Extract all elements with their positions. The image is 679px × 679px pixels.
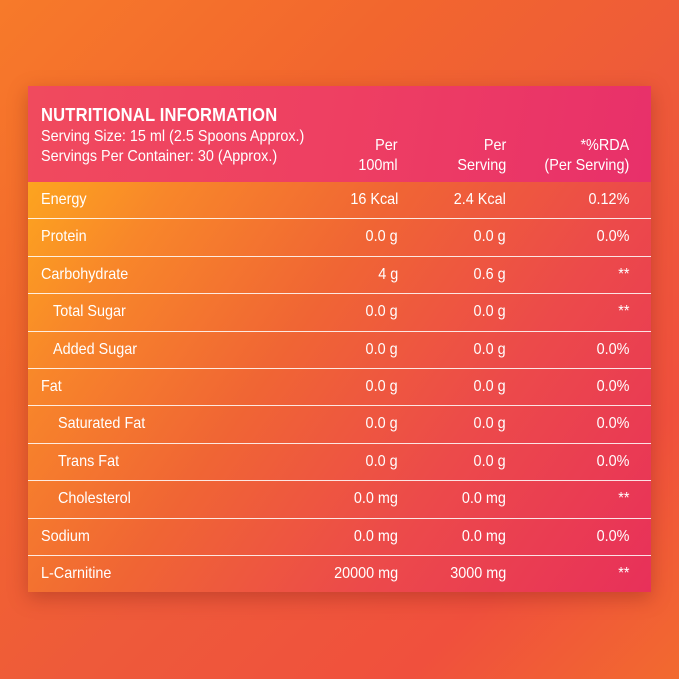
table-row: Energy 16 Kcal 2.4 Kcal 0.12% — [28, 182, 651, 219]
value-per-serving: 0.0 mg — [462, 490, 506, 508]
nutrient-name: Fat — [41, 378, 62, 396]
nutrient-name: Cholesterol — [58, 490, 131, 508]
nutrient-name: Added Sugar — [53, 341, 137, 359]
table-row: Total Sugar 0.0 g 0.0 g ** — [28, 294, 651, 331]
value-rda: 0.0% — [596, 378, 629, 396]
value-rda: ** — [618, 266, 629, 284]
value-per-serving: 0.0 g — [474, 453, 506, 471]
table-row: Trans Fat 0.0 g 0.0 g 0.0% — [28, 444, 651, 481]
value-rda: ** — [618, 565, 629, 583]
column-header-per-serving-line2: Serving — [457, 156, 506, 176]
value-rda: 0.12% — [588, 191, 629, 209]
nutrient-name: Carbohydrate — [41, 266, 128, 284]
nutrition-header: NUTRITIONAL INFORMATION Serving Size: 15… — [28, 86, 651, 182]
nutrient-name: Trans Fat — [58, 453, 119, 471]
column-header-rda-line2: (Per Serving) — [544, 156, 629, 176]
value-per-serving: 0.0 mg — [462, 528, 506, 546]
table-row: L-Carnitine 20000 mg 3000 mg ** — [28, 556, 651, 592]
value-rda: 0.0% — [596, 453, 629, 471]
value-per-100ml: 0.0 g — [366, 453, 398, 471]
value-per-100ml: 0.0 g — [366, 378, 398, 396]
value-rda: ** — [618, 303, 629, 321]
servings-per-container: Servings Per Container: 30 (Approx.) — [41, 148, 277, 166]
table-row: Saturated Fat 0.0 g 0.0 g 0.0% — [28, 406, 651, 443]
value-rda: ** — [618, 490, 629, 508]
value-per-serving: 0.0 g — [474, 341, 506, 359]
nutrient-name: Sodium — [41, 528, 90, 546]
value-per-100ml: 20000 mg — [334, 565, 398, 583]
value-per-100ml: 0.0 g — [366, 303, 398, 321]
nutrient-name: Protein — [41, 228, 87, 246]
value-per-serving: 0.0 g — [474, 378, 506, 396]
column-header-per-serving-line1: Per — [457, 136, 506, 156]
value-rda: 0.0% — [596, 341, 629, 359]
table-row: Fat 0.0 g 0.0 g 0.0% — [28, 369, 651, 406]
column-header-rda: *%RDA (Per Serving) — [544, 136, 629, 176]
serving-size: Serving Size: 15 ml (2.5 Spoons Approx.) — [41, 128, 304, 146]
column-header-rda-line1: *%RDA — [544, 136, 629, 156]
table-row: Added Sugar 0.0 g 0.0 g 0.0% — [28, 332, 651, 369]
column-header-per-100ml-line1: Per — [359, 136, 398, 156]
table-row: Protein 0.0 g 0.0 g 0.0% — [28, 219, 651, 256]
value-per-100ml: 0.0 g — [366, 228, 398, 246]
value-per-100ml: 0.0 g — [366, 341, 398, 359]
nutrition-title: NUTRITIONAL INFORMATION — [41, 105, 277, 126]
nutrient-name: Saturated Fat — [58, 415, 145, 433]
column-header-per-100ml: Per 100ml — [359, 136, 398, 176]
value-per-100ml: 16 Kcal — [350, 191, 398, 209]
table-row: Carbohydrate 4 g 0.6 g ** — [28, 257, 651, 294]
value-per-serving: 2.4 Kcal — [454, 191, 506, 209]
value-per-serving: 0.0 g — [474, 415, 506, 433]
value-per-100ml: 0.0 mg — [354, 490, 398, 508]
value-per-100ml: 4 g — [378, 266, 398, 284]
nutrient-name: L-Carnitine — [41, 565, 111, 583]
nutrient-name: Total Sugar — [53, 303, 126, 321]
nutrient-name: Energy — [41, 191, 87, 209]
value-per-serving: 3000 mg — [450, 565, 506, 583]
table-row: Sodium 0.0 mg 0.0 mg 0.0% — [28, 519, 651, 556]
value-per-100ml: 0.0 mg — [354, 528, 398, 546]
value-per-serving: 0.6 g — [474, 266, 506, 284]
column-header-per-serving: Per Serving — [457, 136, 506, 176]
nutrition-panel: NUTRITIONAL INFORMATION Serving Size: 15… — [28, 86, 651, 592]
value-per-100ml: 0.0 g — [366, 415, 398, 433]
value-rda: 0.0% — [596, 228, 629, 246]
table-row: Cholesterol 0.0 mg 0.0 mg ** — [28, 481, 651, 518]
value-rda: 0.0% — [596, 528, 629, 546]
column-header-per-100ml-line2: 100ml — [359, 156, 398, 176]
value-rda: 0.0% — [596, 415, 629, 433]
nutrition-table: Energy 16 Kcal 2.4 Kcal 0.12% Protein 0.… — [28, 182, 651, 592]
value-per-serving: 0.0 g — [474, 228, 506, 246]
value-per-serving: 0.0 g — [474, 303, 506, 321]
